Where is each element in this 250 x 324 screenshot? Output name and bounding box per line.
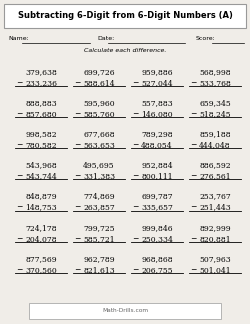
Text: 959,886: 959,886 — [141, 68, 173, 76]
Text: −: − — [133, 203, 139, 212]
Text: 659,345: 659,345 — [199, 99, 231, 107]
Text: 699,726: 699,726 — [83, 68, 115, 76]
Text: −: − — [191, 266, 197, 274]
Text: 543,744: 543,744 — [25, 172, 57, 180]
Text: 276,561: 276,561 — [199, 172, 231, 180]
Text: 888,883: 888,883 — [25, 99, 57, 107]
Text: 789,298: 789,298 — [141, 130, 173, 138]
Text: 588,614: 588,614 — [83, 79, 115, 87]
Text: −: − — [17, 110, 23, 118]
Text: −: − — [75, 141, 81, 149]
Text: 501,041: 501,041 — [199, 266, 231, 274]
Text: Calculate each difference.: Calculate each difference. — [84, 48, 166, 53]
Text: −: − — [75, 266, 81, 274]
Text: 335,657: 335,657 — [141, 203, 173, 212]
Text: 799,725: 799,725 — [83, 224, 115, 232]
Text: 204,078: 204,078 — [25, 235, 57, 243]
Text: −: − — [191, 141, 197, 149]
FancyBboxPatch shape — [4, 4, 246, 28]
Text: Math-Drills.com: Math-Drills.com — [102, 308, 148, 314]
Text: 999,846: 999,846 — [141, 224, 173, 232]
Text: 968,868: 968,868 — [141, 255, 173, 263]
Text: −: − — [75, 203, 81, 212]
Text: 892,999: 892,999 — [199, 224, 231, 232]
Text: −: − — [133, 141, 139, 149]
Text: 800,111: 800,111 — [141, 172, 173, 180]
Text: 495,695: 495,695 — [83, 161, 115, 169]
Text: 527,044: 527,044 — [141, 79, 173, 87]
Text: −: − — [191, 79, 197, 87]
Text: −: − — [133, 266, 139, 274]
Text: 962,789: 962,789 — [83, 255, 115, 263]
Text: 444,048: 444,048 — [199, 141, 231, 149]
Text: 543,968: 543,968 — [25, 161, 57, 169]
Text: 952,884: 952,884 — [141, 161, 173, 169]
Text: 857,680: 857,680 — [25, 110, 57, 118]
FancyBboxPatch shape — [29, 303, 221, 319]
Text: 568,998: 568,998 — [199, 68, 231, 76]
Text: −: − — [75, 79, 81, 87]
Text: −: − — [133, 235, 139, 243]
Text: 821,613: 821,613 — [83, 266, 115, 274]
Text: 488,054: 488,054 — [141, 141, 173, 149]
Text: 250,334: 250,334 — [141, 235, 173, 243]
Text: 263,857: 263,857 — [83, 203, 115, 212]
Text: 557,883: 557,883 — [141, 99, 173, 107]
Text: −: − — [133, 110, 139, 118]
Text: −: − — [17, 203, 23, 212]
Text: 780,582: 780,582 — [25, 141, 57, 149]
Text: −: − — [191, 235, 197, 243]
Text: 886,592: 886,592 — [199, 161, 231, 169]
Text: −: − — [191, 110, 197, 118]
Text: 251,443: 251,443 — [199, 203, 231, 212]
Text: 379,638: 379,638 — [25, 68, 57, 76]
Text: Date:: Date: — [97, 36, 114, 41]
Text: 585,760: 585,760 — [83, 110, 115, 118]
Text: Name:: Name: — [8, 36, 29, 41]
Text: −: − — [75, 110, 81, 118]
Text: 585,721: 585,721 — [83, 235, 115, 243]
Text: 998,582: 998,582 — [25, 130, 57, 138]
Text: −: − — [17, 79, 23, 87]
Text: 677,668: 677,668 — [83, 130, 115, 138]
Text: −: − — [133, 172, 139, 180]
Text: 595,960: 595,960 — [83, 99, 115, 107]
Text: −: − — [75, 235, 81, 243]
Text: 774,869: 774,869 — [83, 192, 115, 201]
Text: 563,653: 563,653 — [83, 141, 115, 149]
Text: 848,879: 848,879 — [25, 192, 57, 201]
Text: 507,963: 507,963 — [199, 255, 231, 263]
Text: 518,245: 518,245 — [199, 110, 231, 118]
Text: 820,881: 820,881 — [199, 235, 231, 243]
Text: 148,753: 148,753 — [25, 203, 57, 212]
Text: −: − — [17, 172, 23, 180]
Text: 206,755: 206,755 — [141, 266, 173, 274]
Text: Subtracting 6-Digit from 6-Digit Numbers (A): Subtracting 6-Digit from 6-Digit Numbers… — [18, 11, 233, 20]
Text: 253,767: 253,767 — [199, 192, 231, 201]
Text: 533,768: 533,768 — [199, 79, 231, 87]
Text: 146,080: 146,080 — [141, 110, 173, 118]
Text: Score:: Score: — [196, 36, 216, 41]
Text: 724,178: 724,178 — [25, 224, 57, 232]
Text: −: − — [191, 172, 197, 180]
Text: −: − — [17, 266, 23, 274]
Text: 331,383: 331,383 — [83, 172, 115, 180]
Text: 370,560: 370,560 — [25, 266, 57, 274]
Text: 699,787: 699,787 — [141, 192, 173, 201]
Text: −: − — [17, 235, 23, 243]
Text: 859,188: 859,188 — [199, 130, 231, 138]
Text: −: − — [17, 141, 23, 149]
Text: −: − — [133, 79, 139, 87]
Text: −: − — [75, 172, 81, 180]
Text: −: − — [191, 203, 197, 212]
Text: 233,236: 233,236 — [25, 79, 57, 87]
Text: 877,569: 877,569 — [25, 255, 57, 263]
